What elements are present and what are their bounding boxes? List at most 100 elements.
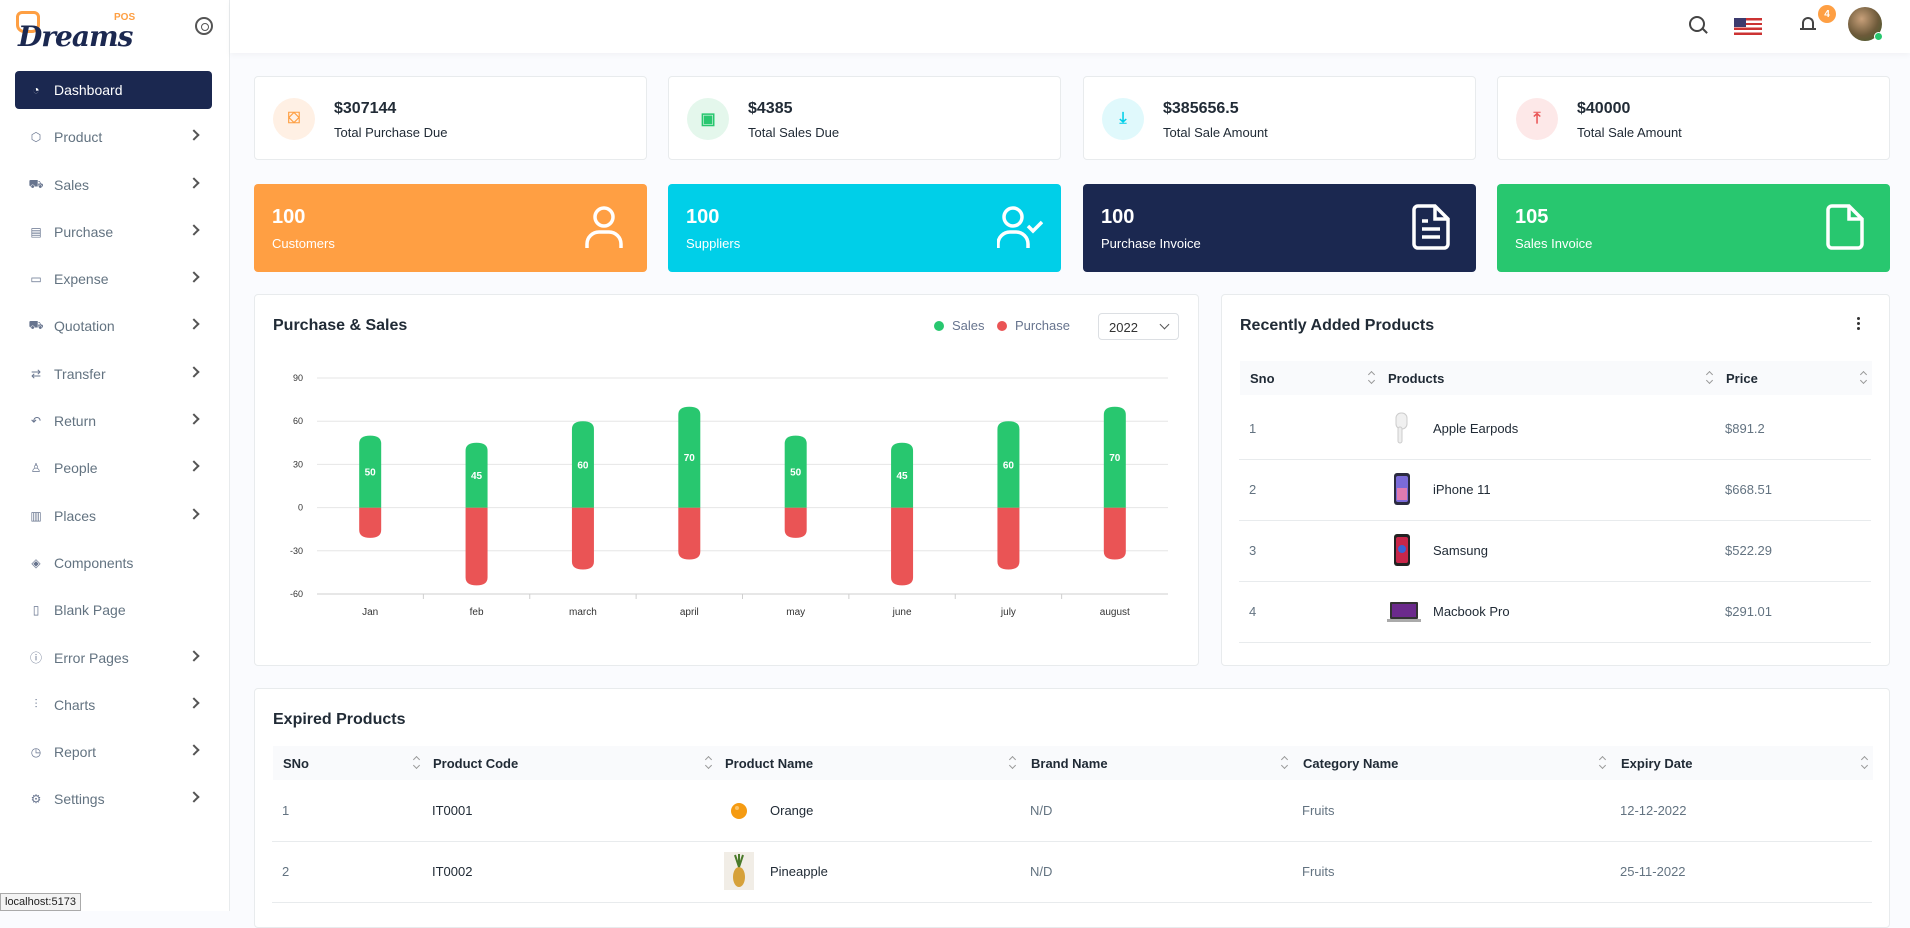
sales-bar[interactable] (571, 421, 594, 508)
sidebar-item-sales[interactable]: ⛟ Sales (15, 166, 212, 204)
sidebar-item-label: Settings (54, 791, 105, 808)
stat-icon: ⛋ (273, 98, 315, 140)
purchase-bar[interactable] (784, 507, 807, 538)
sales-bar[interactable] (784, 435, 807, 508)
sort-icon[interactable] (1368, 371, 1376, 385)
purchase-bar[interactable] (465, 507, 488, 586)
chevron-right-icon (188, 460, 200, 473)
sidebar-item-people[interactable]: ♙ People (15, 449, 212, 487)
table-row[interactable]: 3 Samsung $522.29 (1239, 521, 1871, 582)
y-tick-label: -60 (290, 589, 303, 599)
expiry-date: 12-12-2022 (1620, 803, 1687, 818)
purchase-bar[interactable] (997, 507, 1020, 570)
sidebar-item-label: People (54, 460, 98, 477)
year-select-value: 2022 (1109, 320, 1138, 335)
sidebar-item-blank-page[interactable]: ▯ Blank Page (15, 591, 212, 629)
transfer-icon: ⇄ (30, 366, 42, 381)
product-name[interactable]: Samsung (1433, 543, 1488, 558)
product-name[interactable]: iPhone 11 (1433, 482, 1491, 497)
count-card[interactable]: 100 Suppliers (668, 184, 1061, 272)
column-header[interactable]: Products (1388, 371, 1445, 386)
more-options-icon[interactable] (1857, 317, 1861, 331)
year-select[interactable]: 2022 (1098, 313, 1179, 340)
sales-bar[interactable] (1103, 406, 1126, 508)
sidebar-item-product[interactable]: ⬡ Product (15, 118, 212, 156)
column-header[interactable]: Category Name (1303, 756, 1399, 771)
purchase-bar[interactable] (891, 507, 914, 586)
layers-icon: ◈ (31, 555, 41, 570)
column-header[interactable]: Price (1726, 371, 1758, 386)
stat-label: Total Sale Amount (1163, 125, 1268, 140)
column-header[interactable]: Sno (1250, 371, 1275, 386)
sort-icon[interactable] (1860, 371, 1868, 385)
sidebar-item-error-pages[interactable]: ⓘ Error Pages (15, 639, 212, 677)
bell-icon[interactable] (1800, 15, 1816, 33)
chart-icon: ⫶ (34, 697, 38, 712)
sidebar-item-dashboard[interactable]: ◔ Dashboard (15, 71, 212, 109)
sidebar-item-components[interactable]: ◈ Components (15, 544, 212, 582)
sales-data-label: 70 (1109, 453, 1121, 464)
sort-icon[interactable] (1599, 756, 1607, 770)
purchase-bar[interactable] (678, 507, 701, 560)
sort-icon[interactable] (1281, 756, 1289, 770)
sidebar-item-charts[interactable]: ⫶ Charts (15, 686, 212, 724)
product-name[interactable]: Macbook Pro (1433, 604, 1510, 619)
product-name[interactable]: Apple Earpods (1433, 421, 1519, 436)
search-icon[interactable] (1689, 16, 1705, 32)
stat-value: $40000 (1577, 100, 1631, 117)
sales-bar[interactable] (997, 421, 1020, 508)
legend-purchase[interactable]: Purchase (997, 318, 1070, 333)
sort-icon[interactable] (1861, 756, 1869, 770)
brand-logo[interactable]: Dreams POS (16, 8, 140, 53)
sidebar-item-places[interactable]: ▥ Places (15, 497, 212, 535)
chevron-down-icon (1159, 319, 1170, 330)
sidebar-item-quotation[interactable]: ⛟ Quotation (15, 307, 212, 345)
table-row[interactable]: 1 IT0001 Orange N/D Fruits 12-12-2022 (272, 781, 1872, 842)
recent-products-header: Sno Products Price (1240, 361, 1872, 395)
row-sno: 1 (1249, 421, 1257, 436)
pineapple-thumbnail (724, 852, 754, 890)
product-name[interactable]: Orange (770, 803, 814, 818)
sidebar-item-report[interactable]: ◷ Report (15, 733, 212, 771)
purchase-bar[interactable] (571, 507, 594, 570)
purchase-bar[interactable] (1103, 507, 1126, 560)
top-header: 4 (230, 0, 1910, 53)
sidebar-item-transfer[interactable]: ⇄ Transfer (15, 355, 212, 393)
table-row[interactable]: 4 Macbook Pro $291.01 (1239, 582, 1871, 643)
count-value: 100 (686, 206, 720, 228)
online-status-dot (1874, 32, 1883, 41)
column-header[interactable]: SNo (283, 756, 309, 771)
column-header[interactable]: Product Name (725, 756, 814, 771)
sidebar-item-settings[interactable]: ⚙ Settings (15, 780, 212, 818)
sort-icon[interactable] (413, 756, 421, 770)
sales-bar[interactable] (359, 435, 382, 508)
sales-data-label: 45 (897, 471, 909, 482)
sort-icon[interactable] (1706, 371, 1714, 385)
count-card[interactable]: 100 Purchase Invoice (1083, 184, 1476, 272)
table-row[interactable]: 1 Apple Earpods $891.2 (1239, 399, 1871, 460)
column-header[interactable]: Brand Name (1031, 756, 1108, 771)
sidebar-item-expense[interactable]: ▭ Expense (15, 260, 212, 298)
column-header[interactable]: Product Code (433, 756, 519, 771)
purchase-bar[interactable] (359, 507, 382, 538)
count-card[interactable]: 105 Sales Invoice (1497, 184, 1890, 272)
sales-bar[interactable] (891, 442, 914, 508)
logo-area: Dreams POS (0, 0, 229, 55)
sales-bar[interactable] (678, 406, 701, 508)
orange-thumbnail (724, 791, 754, 829)
sort-icon[interactable] (1009, 756, 1017, 770)
collapse-sidebar-icon[interactable] (195, 17, 213, 35)
avatar[interactable] (1848, 7, 1883, 41)
column-header[interactable]: Expiry Date (1621, 756, 1693, 771)
product-name[interactable]: Pineapple (770, 864, 828, 879)
sort-icon[interactable] (705, 756, 713, 770)
sidebar-item-purchase[interactable]: ▤ Purchase (15, 213, 212, 251)
table-row[interactable]: 2 iPhone 11 $668.51 (1239, 460, 1871, 521)
table-row[interactable]: 2 IT0002 Pineapple N/D Fruits 25-11-2022 (272, 842, 1872, 903)
legend-sales[interactable]: Sales (934, 318, 985, 333)
sidebar-item-return[interactable]: ↶ Return (15, 402, 212, 440)
sidebar-item-label: Error Pages (54, 649, 129, 666)
sales-bar[interactable] (465, 442, 488, 508)
count-card[interactable]: 100 Customers (254, 184, 647, 272)
us-flag-icon[interactable] (1734, 18, 1762, 35)
